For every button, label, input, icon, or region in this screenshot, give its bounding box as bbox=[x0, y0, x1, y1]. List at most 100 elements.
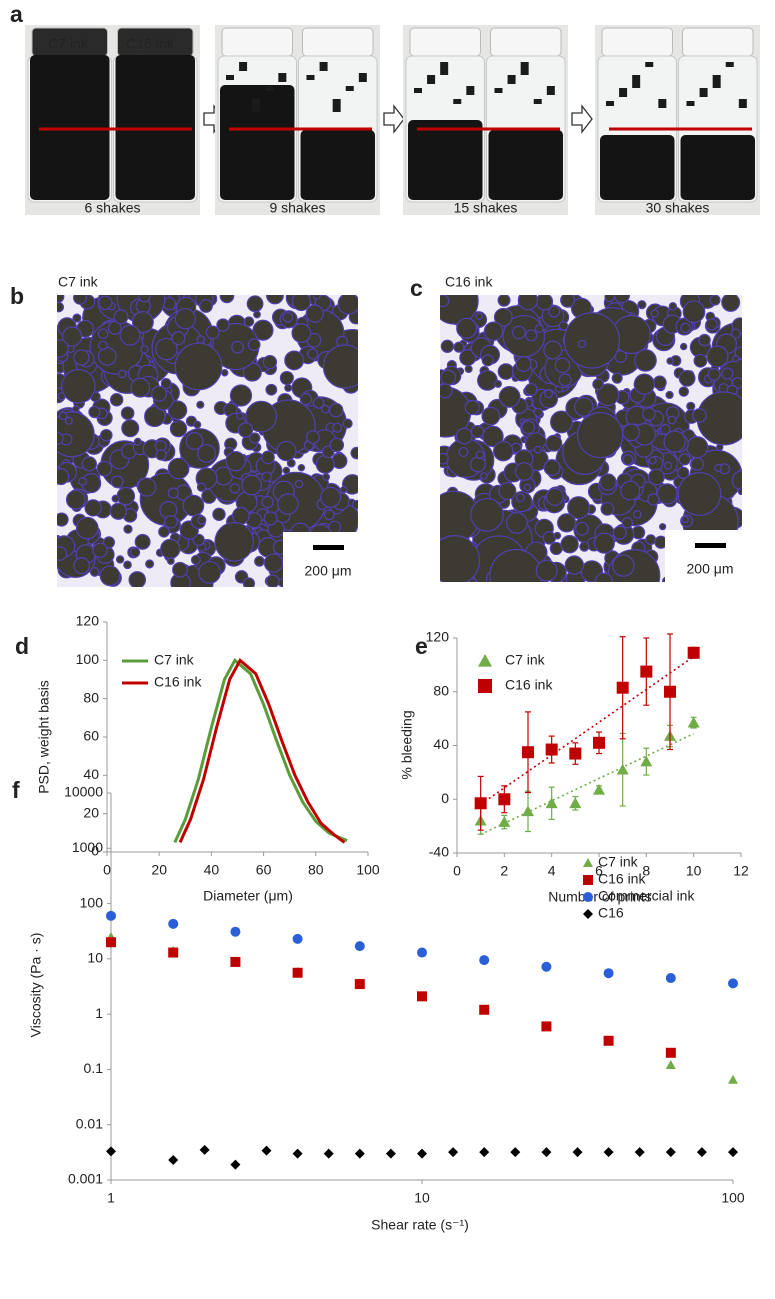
series bbox=[106, 910, 738, 989]
particle bbox=[249, 432, 261, 444]
ink-residue bbox=[332, 99, 341, 112]
marker bbox=[572, 1147, 583, 1158]
particle bbox=[97, 347, 117, 366]
y-axis-label: PSD, weight basis bbox=[36, 680, 52, 794]
particle bbox=[659, 523, 667, 531]
particle bbox=[123, 560, 132, 570]
particle bbox=[265, 574, 280, 587]
ink-residue bbox=[440, 62, 449, 75]
particle bbox=[196, 335, 206, 344]
x-tick-label: 12 bbox=[733, 863, 749, 879]
particle bbox=[659, 424, 671, 435]
marker bbox=[603, 1035, 614, 1046]
particle bbox=[593, 532, 615, 554]
vial-cap bbox=[601, 27, 673, 57]
particle bbox=[523, 483, 532, 492]
marker bbox=[728, 1074, 738, 1084]
particle bbox=[464, 364, 473, 373]
particle bbox=[493, 307, 513, 327]
series bbox=[474, 716, 700, 836]
micrograph bbox=[57, 295, 358, 587]
particle bbox=[88, 405, 101, 419]
ink bbox=[600, 135, 675, 200]
y-axis-label: % bleeding bbox=[399, 710, 415, 779]
particle bbox=[312, 396, 325, 409]
y-tick-label: 60 bbox=[83, 728, 99, 744]
marker bbox=[665, 1147, 676, 1158]
marker bbox=[545, 743, 558, 756]
particle bbox=[137, 477, 157, 497]
particle bbox=[167, 557, 175, 565]
particle bbox=[535, 295, 554, 311]
particle bbox=[525, 329, 538, 342]
particle bbox=[575, 521, 589, 536]
particle bbox=[305, 304, 324, 323]
ink-residue bbox=[494, 88, 503, 93]
marker bbox=[498, 816, 511, 827]
particle bbox=[667, 415, 677, 425]
y-tick-label: 120 bbox=[76, 613, 100, 629]
particle bbox=[323, 509, 335, 521]
particle bbox=[130, 377, 151, 398]
particle bbox=[57, 546, 68, 561]
marker bbox=[541, 961, 552, 972]
particle bbox=[329, 437, 345, 453]
bottle-label: C7 ink bbox=[48, 36, 89, 52]
particle bbox=[119, 324, 141, 346]
particle bbox=[664, 461, 673, 470]
y-tick-label: 1000 bbox=[72, 839, 103, 855]
particle bbox=[652, 375, 667, 390]
panel-letter: c bbox=[410, 275, 423, 301]
particle bbox=[167, 457, 190, 480]
particle bbox=[205, 325, 220, 340]
marker bbox=[545, 797, 558, 809]
scale-bar bbox=[313, 545, 344, 550]
particle bbox=[65, 489, 86, 510]
particle bbox=[58, 411, 68, 421]
x-tick-label: 6 bbox=[595, 863, 603, 879]
particle bbox=[294, 479, 304, 489]
particle bbox=[160, 538, 181, 560]
particle bbox=[57, 301, 65, 313]
particle bbox=[253, 310, 261, 319]
particle bbox=[553, 531, 562, 540]
particle bbox=[493, 440, 514, 462]
x-tick-label: 1 bbox=[107, 1190, 115, 1206]
particle bbox=[57, 295, 65, 303]
legend-marker bbox=[583, 892, 593, 902]
vial-cap bbox=[409, 27, 481, 57]
particle bbox=[196, 482, 207, 492]
particle bbox=[620, 480, 641, 501]
particle bbox=[111, 494, 120, 503]
particle bbox=[665, 390, 674, 400]
particle bbox=[245, 400, 278, 433]
x-tick-label: 60 bbox=[256, 862, 272, 878]
arrow bbox=[383, 104, 405, 134]
particle bbox=[107, 320, 122, 335]
particle bbox=[72, 405, 80, 413]
particle bbox=[231, 506, 250, 525]
marker bbox=[665, 1060, 676, 1070]
ink-residue bbox=[345, 86, 354, 91]
particle bbox=[600, 501, 615, 516]
particle bbox=[98, 295, 113, 310]
particle bbox=[642, 407, 656, 421]
particle bbox=[534, 324, 544, 334]
y-tick-label: 80 bbox=[83, 689, 99, 705]
particle bbox=[121, 419, 140, 438]
x-tick-label: 2 bbox=[500, 863, 508, 879]
particle bbox=[637, 300, 647, 310]
ink-residue bbox=[414, 88, 422, 93]
particle bbox=[470, 497, 504, 532]
particle bbox=[679, 342, 688, 351]
particle bbox=[247, 338, 261, 352]
particle bbox=[578, 339, 587, 348]
particle bbox=[100, 428, 113, 442]
marker bbox=[168, 918, 179, 929]
particle bbox=[632, 509, 642, 519]
y-tick-label: 80 bbox=[433, 682, 449, 698]
particle bbox=[656, 483, 678, 505]
panel-title: C16 ink bbox=[445, 274, 493, 290]
vial-cap bbox=[302, 27, 374, 57]
particle bbox=[650, 309, 659, 318]
